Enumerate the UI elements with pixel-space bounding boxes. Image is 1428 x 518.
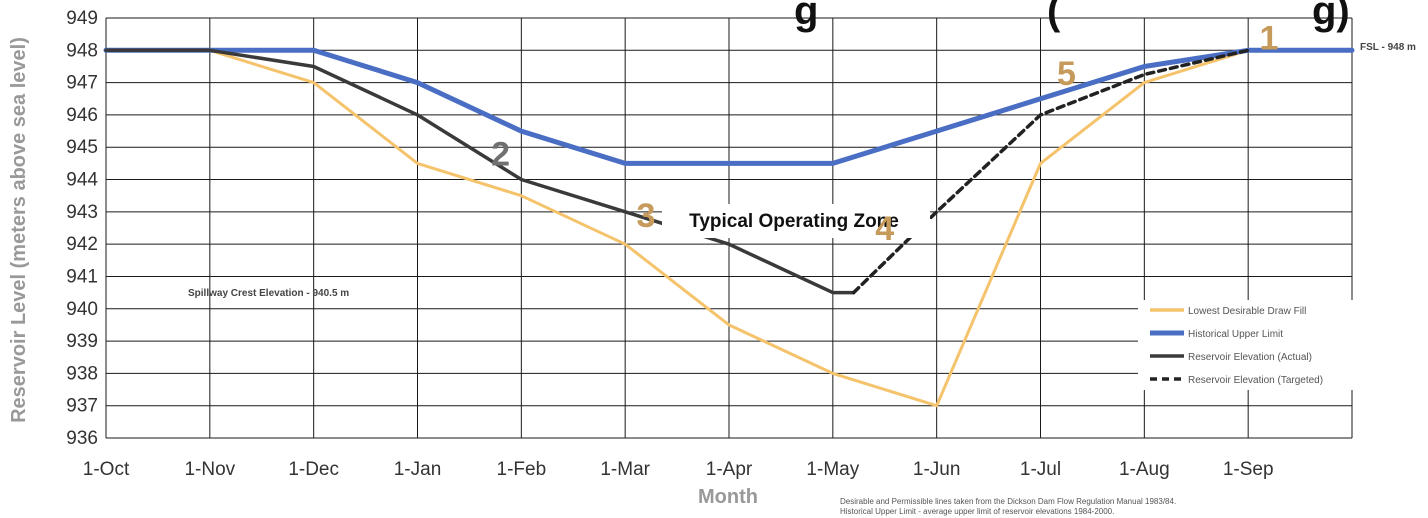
y-tick-label: 938 [66, 363, 98, 384]
source-note-line1: Desirable and Permissible lines taken fr… [840, 497, 1176, 506]
series-line-2 [104, 48, 856, 295]
x-tick-label: 1-Apr [706, 459, 753, 480]
x-tick-label: 1-Jun [913, 459, 961, 480]
y-tick-label: 939 [66, 331, 98, 352]
chart-title-fragment-end: g) [1312, 0, 1350, 33]
zone-label-bg [662, 204, 930, 238]
y-tick-labels: 936 937 938 939 940 941 942 943 944 945 946 947 948 9… [66, 8, 98, 449]
y-tick-label: 947 [66, 73, 98, 94]
marker-2: 2 [491, 136, 510, 174]
spillway-label: Spillway Crest Elevation - 940.5 m [188, 288, 349, 299]
legend: Lowest Desirable Draw Fill Historical Upp… [1138, 300, 1353, 390]
x-tick-label: 1-May [806, 459, 859, 480]
x-tick-label: 1-Oct [83, 459, 130, 480]
legend-label-0: Lowest Desirable Draw Fill [1188, 306, 1306, 317]
y-tick-label: 941 [66, 266, 98, 287]
x-tick-label: 1-Nov [184, 459, 235, 480]
marker-4: 4 [875, 210, 894, 248]
x-tick-labels: 1-Oct 1-Nov 1-Dec 1-Jan 1-Feb 1-Mar 1-Apr 1-May… [83, 459, 1274, 480]
y-tick-label: 936 [66, 428, 98, 449]
marker-1: 1 [1259, 19, 1278, 57]
y-tick-label: 946 [66, 105, 98, 126]
legend-label-3: Reservoir Elevation (Targeted) [1188, 375, 1323, 386]
source-note-line2: Historical Upper Limit - average upper l… [840, 507, 1114, 516]
y-tick-label: 944 [66, 170, 98, 191]
series-line-1 [103, 47, 1355, 166]
marker-3: 3 [636, 197, 655, 235]
x-tick-label: 1-Sep [1223, 459, 1274, 480]
y-tick-label: 945 [66, 137, 98, 158]
y-axis-title: Reservoir Level (meters above sea level) [8, 37, 30, 423]
legend-label-1: Historical Upper Limit [1188, 329, 1283, 340]
typical-operating-zone-label: Typical Operating Zone [689, 211, 899, 232]
y-tick-label: 949 [66, 8, 98, 29]
series-line-0 [104, 48, 1354, 408]
x-tick-label: 1-Mar [600, 459, 650, 480]
x-tick-label: 1-Jul [1020, 459, 1061, 480]
legend-box [1138, 300, 1353, 390]
marker-5: 5 [1057, 55, 1076, 93]
marker-labels: 1 2 3 4 5 [491, 19, 1278, 248]
chart-title-fragment-left: g [794, 0, 818, 33]
chart-title-fragment-right: ( [1047, 0, 1061, 33]
y-tick-label: 943 [66, 202, 98, 223]
x-tick-label: 1-Feb [497, 459, 547, 480]
x-tick-label: 1-Aug [1119, 459, 1170, 480]
y-tick-label: 940 [66, 299, 98, 320]
fsl-label: FSL - 948 m [1360, 42, 1416, 53]
series-line-3 [851, 48, 1250, 295]
x-axis-title: Month [698, 486, 758, 508]
y-tick-label: 942 [66, 234, 98, 255]
series-lines [103, 47, 1355, 408]
y-tick-label: 937 [66, 396, 98, 417]
legend-label-2: Reservoir Elevation (Actual) [1188, 352, 1312, 363]
y-tick-label: 948 [66, 40, 98, 61]
x-tick-label: 1-Dec [288, 459, 339, 480]
x-tick-label: 1-Jan [394, 459, 442, 480]
